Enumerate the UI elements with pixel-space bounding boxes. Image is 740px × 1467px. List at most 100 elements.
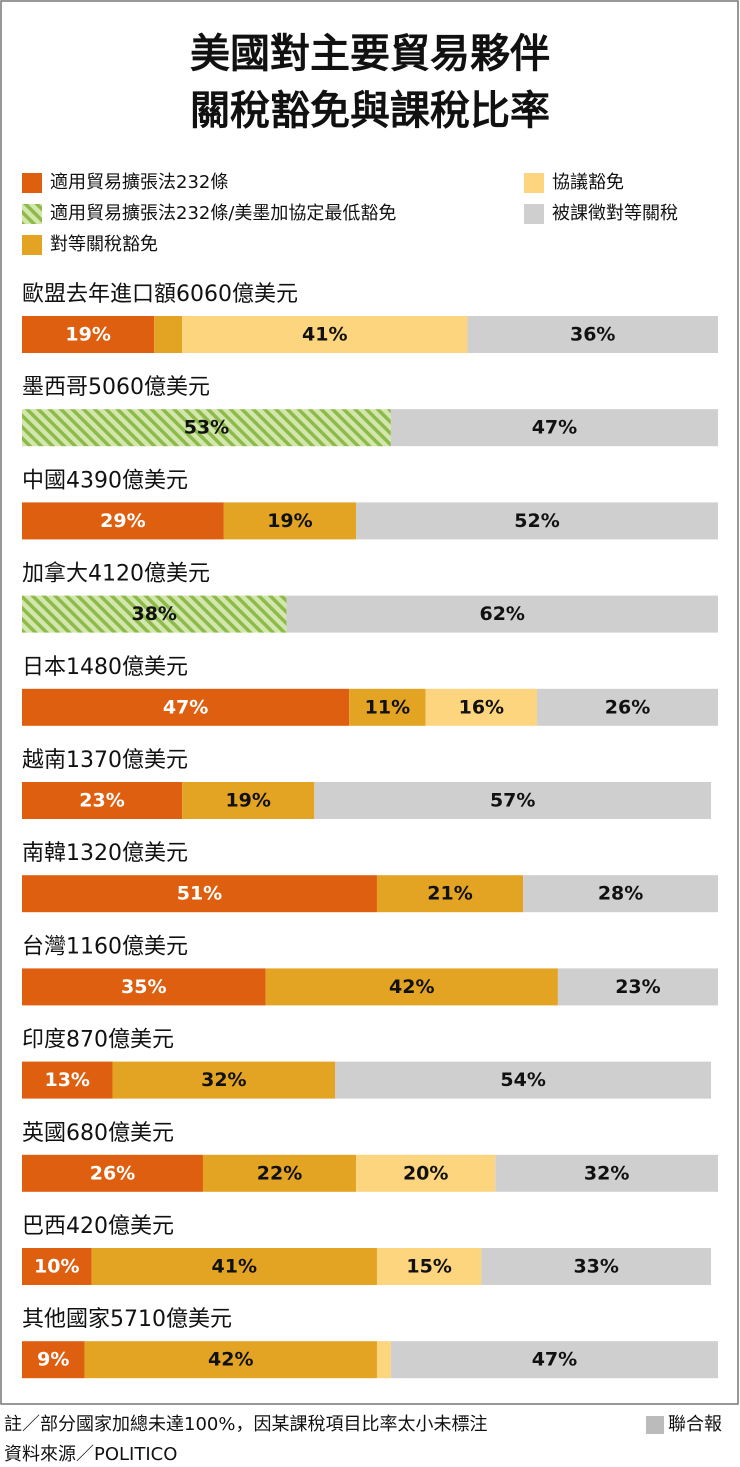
legend-label: 協議豁免 <box>552 172 624 193</box>
bar-segment <box>223 502 357 540</box>
row-label: 歐盟去年進口額6060億美元 <box>22 282 298 307</box>
value-label: 9% <box>37 1349 69 1371</box>
legend-label: 適用貿易擴張法232條/美墨加協定最低豁免 <box>50 203 396 224</box>
value-label: 42% <box>208 1349 253 1371</box>
value-label: 22% <box>257 1162 302 1184</box>
row-label: 巴西420億美元 <box>22 1214 174 1239</box>
bar-segment <box>481 1248 712 1285</box>
bar-segment <box>22 595 287 633</box>
bar-segment <box>22 1061 113 1099</box>
bar-segment <box>22 1154 203 1192</box>
value-label: 35% <box>121 976 166 998</box>
row-label: 加拿大4120億美元 <box>22 561 210 587</box>
value-label: 47% <box>163 696 208 718</box>
bar-segment <box>91 1248 377 1285</box>
row-label: 越南1370億美元 <box>22 748 188 773</box>
chart-title: 美國對主要貿易夥伴 <box>190 31 550 77</box>
chart-title: 關稅豁免與課稅比率 <box>190 88 550 134</box>
bar-segment <box>523 875 718 913</box>
value-label: 52% <box>514 510 559 532</box>
bar-segment <box>467 316 718 353</box>
value-label: 47% <box>532 1349 577 1371</box>
bar-segment <box>22 782 183 819</box>
value-label: 57% <box>490 790 535 812</box>
bar-segment <box>335 1061 712 1099</box>
value-label: 15% <box>406 1256 451 1278</box>
bar-segment <box>390 409 718 447</box>
legend-label: 對等關稅豁免 <box>50 234 158 255</box>
value-label: 32% <box>201 1069 246 1091</box>
value-label: 51% <box>177 883 222 905</box>
row-label: 中國4390億美元 <box>22 468 188 493</box>
bar-segment <box>537 688 718 726</box>
value-label: 47% <box>532 417 577 439</box>
bar-segment <box>202 1154 357 1192</box>
row-label: 墨西哥5060億美元 <box>22 375 210 400</box>
bar-segment <box>390 1341 718 1379</box>
bar-segment <box>154 316 183 353</box>
value-label: 32% <box>584 1162 629 1184</box>
credit: 聯合報 <box>668 1414 722 1435</box>
legend-swatch <box>22 204 42 224</box>
bar-segment <box>22 316 155 353</box>
legend-swatch <box>524 204 544 224</box>
value-label: 23% <box>615 976 660 998</box>
bar-segment <box>22 688 350 726</box>
value-label: 41% <box>212 1256 257 1278</box>
value-label: 42% <box>389 976 434 998</box>
credit-icon <box>646 1416 664 1434</box>
bar-segment <box>425 688 538 726</box>
value-label: 19% <box>267 510 312 532</box>
value-label: 33% <box>573 1256 618 1278</box>
row-label: 台灣1160億美元 <box>22 934 188 959</box>
value-label: 10% <box>34 1256 79 1278</box>
value-label: 54% <box>500 1069 545 1091</box>
bar-segment <box>495 1154 718 1192</box>
row-label: 日本1480億美元 <box>22 655 188 680</box>
bar-segment <box>314 782 712 819</box>
value-label: 62% <box>479 603 524 625</box>
bar-segment <box>182 316 468 353</box>
value-label: 28% <box>598 883 643 905</box>
frame <box>0 0 739 1405</box>
bar-segment <box>22 409 391 447</box>
bar-segment <box>22 502 224 540</box>
value-label: 29% <box>100 510 145 532</box>
value-label: 20% <box>403 1162 448 1184</box>
value-label: 26% <box>605 696 650 718</box>
value-label: 53% <box>184 417 229 439</box>
bar-segment <box>376 1341 391 1379</box>
bar-segment <box>265 968 558 1006</box>
legend-swatch <box>524 173 544 193</box>
row-label: 其他國家5710億美元 <box>22 1307 232 1332</box>
value-label: 13% <box>44 1069 89 1091</box>
legend-swatch <box>22 173 42 193</box>
value-label: 19% <box>225 790 270 812</box>
value-label: 36% <box>570 324 615 346</box>
bar-segment <box>182 782 315 819</box>
bar-segment <box>22 875 377 913</box>
row-label: 英國680億美元 <box>22 1121 174 1146</box>
bar-segment <box>356 502 718 540</box>
value-label: 23% <box>79 790 124 812</box>
row-label: 印度870億美元 <box>22 1028 174 1053</box>
value-label: 38% <box>131 603 176 625</box>
value-label: 19% <box>65 324 110 346</box>
legend-label: 被課徵對等關稅 <box>552 203 678 224</box>
legend-label: 適用貿易擴張法232條 <box>50 172 228 193</box>
row-label: 南韓1320億美元 <box>22 841 188 866</box>
bar-segment <box>557 968 718 1006</box>
bar-segment <box>22 1341 85 1379</box>
bar-segment <box>356 1154 496 1192</box>
bar-segment <box>22 1248 92 1285</box>
value-label: 21% <box>427 883 472 905</box>
bar-segment <box>376 1248 482 1285</box>
value-label: 41% <box>302 324 347 346</box>
value-label: 16% <box>459 696 504 718</box>
note: 註／部分國家加總未達100%，因某課稅項目比率太小未標注 <box>4 1414 487 1435</box>
bar-segment <box>22 968 266 1006</box>
source: 資料來源／POLITICO <box>4 1444 177 1465</box>
bar-segment <box>84 1341 377 1379</box>
bar-segment <box>286 595 718 633</box>
